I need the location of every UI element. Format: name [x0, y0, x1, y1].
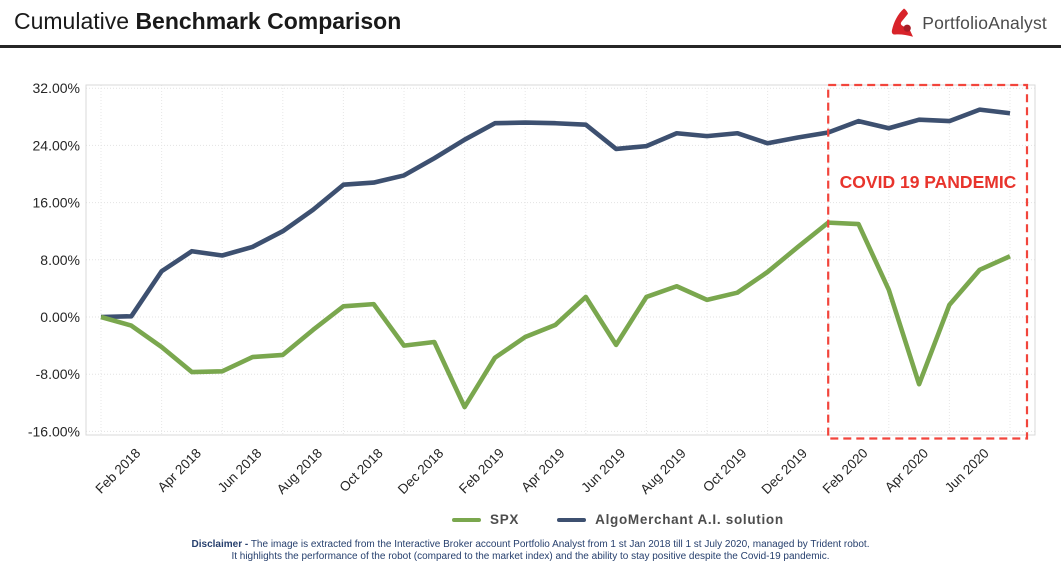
chart-legend: SPX AlgoMerchant A.I. solution — [452, 512, 784, 527]
x-axis-tick-label: Jun 2020 — [942, 446, 992, 496]
y-axis-tick-label: 24.00% — [33, 137, 80, 153]
x-axis-tick-label: Oct 2018 — [336, 446, 385, 495]
y-axis-tick-label: -16.00% — [28, 423, 80, 439]
y-axis-tick-label: 8.00% — [40, 252, 80, 268]
x-axis-tick-label: Dec 2019 — [759, 446, 810, 497]
disclaimer-line-2: It highlights the performance of the rob… — [0, 551, 1061, 563]
x-axis-tick-label: Apr 2020 — [882, 446, 931, 495]
header: Cumulative Benchmark Comparison Portfoli… — [0, 0, 1061, 48]
x-axis-tick-label: Jun 2018 — [215, 446, 265, 496]
covid-annotation-box — [827, 83, 1029, 440]
portfolio-analyst-logo-icon — [891, 8, 915, 39]
grid-and-axes: 32.00% 24.00% 16.00% 8.00% 0.00% -8.00% -16.00… — [28, 80, 1035, 497]
algomerchant-line — [100, 107, 1011, 320]
disclaimer: Disclaimer - The image is extracted from… — [0, 539, 1061, 562]
legend-item-spx: SPX — [452, 512, 519, 527]
covid-annotation-label: COVID 19 PANDEMIC — [840, 172, 1017, 192]
algomerchant-legend-label: AlgoMerchant A.I. solution — [595, 512, 784, 527]
y-axis-tick-label: 16.00% — [33, 195, 80, 211]
spx-legend-label: SPX — [490, 512, 520, 527]
x-axis-tick-label: Jun 2019 — [578, 446, 628, 496]
y-axis-tick-label: 0.00% — [40, 309, 80, 325]
benchmark-chart: 32.00% 24.00% 16.00% 8.00% 0.00% -8.00% -16.00… — [28, 80, 1036, 497]
x-axis-tick-label: Feb 2020 — [820, 446, 871, 497]
x-axis-tick-label: Dec 2018 — [395, 446, 446, 497]
page-title-regular: Cumulative — [14, 8, 130, 34]
chart-area: 32.00% 24.00% 16.00% 8.00% 0.00% -8.00% -16.00… — [0, 62, 1061, 507]
disclaimer-text-2: It highlights the performance of the rob… — [231, 550, 830, 562]
portfolio-analyst-logo-text: PortfolioAnalyst — [922, 13, 1047, 33]
legend-item-algomerchant: AlgoMerchant A.I. solution — [557, 512, 784, 527]
x-axis-tick-label: Apr 2018 — [155, 446, 204, 495]
page-title-bold: Benchmark Comparison — [135, 8, 402, 34]
disclaimer-line-1: Disclaimer - The image is extracted from… — [0, 539, 1061, 551]
algomerchant-legend-swatch-icon — [557, 517, 587, 522]
header-rule — [0, 45, 1061, 48]
x-axis-tick-label: Aug 2018 — [274, 446, 325, 497]
disclaimer-label: Disclaimer - — [191, 539, 249, 550]
spx-line — [100, 220, 1011, 410]
y-axis-tick-label: -8.00% — [36, 366, 80, 382]
x-axis-tick-label: Feb 2019 — [456, 446, 507, 497]
portfolio-analyst-logo: PortfolioAnalyst — [891, 8, 1047, 39]
page-title: Cumulative Benchmark Comparison — [14, 8, 401, 35]
plot-border — [85, 84, 1036, 436]
x-axis-tick-label: Feb 2018 — [92, 446, 143, 497]
y-axis-tick-label: 32.00% — [33, 80, 80, 96]
spx-legend-swatch-icon — [452, 517, 481, 522]
disclaimer-text-1: The image is extracted from the Interact… — [250, 539, 870, 550]
x-axis-tick-label: Apr 2019 — [518, 446, 567, 495]
x-axis-tick-label: Oct 2019 — [700, 446, 749, 495]
x-axis-tick-label: Aug 2019 — [637, 446, 688, 497]
